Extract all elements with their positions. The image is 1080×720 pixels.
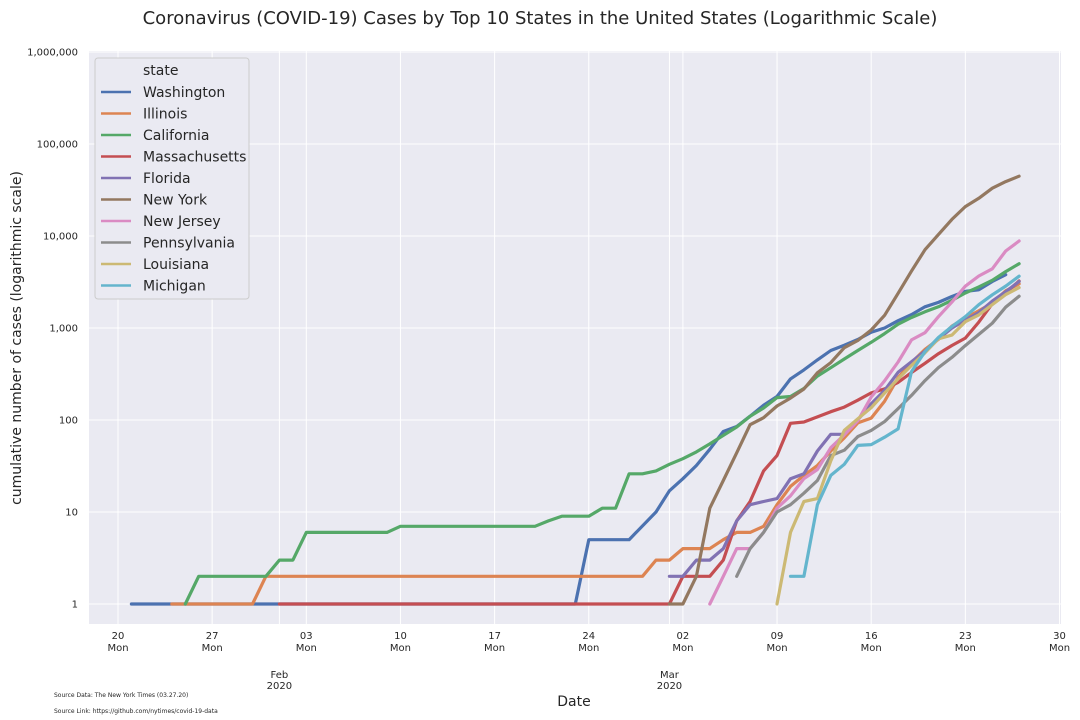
legend-label: Massachusetts: [143, 150, 246, 166]
x-tick-day: 03: [300, 631, 313, 642]
y-tick-label: 1: [72, 600, 78, 611]
series-line-pennsylvania: [735, 294, 1021, 578]
y-tick-label: 100: [59, 416, 78, 427]
legend-label: Illinois: [143, 107, 187, 123]
legend-label: Michigan: [143, 279, 206, 295]
x-tick-day: 16: [865, 631, 878, 642]
y-tick-label: 10: [65, 508, 78, 519]
series-lines: [129, 174, 1021, 606]
x-tick-weekday: Mon: [296, 643, 317, 654]
x-tick-day: 27: [206, 631, 219, 642]
x-tick-weekday: Mon: [767, 643, 788, 654]
x-axis-label: Date: [557, 694, 590, 710]
y-tick-label: 1,000: [49, 324, 78, 335]
legend-label: Louisiana: [143, 257, 209, 273]
y-axis-label: cumulative number of cases (logarithmic …: [9, 171, 25, 505]
x-tick-day: 24: [582, 631, 595, 642]
x-tick-weekday: Mon: [672, 643, 693, 654]
x-tick-day: 09: [771, 631, 784, 642]
x-major-month: Feb: [271, 670, 289, 681]
legend-box: [94, 57, 250, 300]
x-tick-day: 23: [959, 631, 972, 642]
series-line-new-york: [667, 174, 1021, 606]
legend-label: New Jersey: [143, 214, 221, 230]
source-data-note: Source Data: The New York Times (03.27.2…: [54, 692, 188, 699]
legend-label: Washington: [143, 85, 225, 101]
x-tick-weekday: Mon: [861, 643, 882, 654]
source-link-note: Source Link: https://github.com/nytimes/…: [54, 708, 218, 715]
axis-ticks: 1101001,00010,000100,0001,000,00020Mon27…: [27, 48, 1070, 693]
x-tick-weekday: Mon: [202, 643, 223, 654]
x-tick-weekday: Mon: [578, 643, 599, 654]
series-line-washington: [129, 273, 1008, 606]
legend-label: California: [143, 128, 209, 144]
legend-label: New York: [143, 193, 208, 209]
x-tick-weekday: Mon: [390, 643, 411, 654]
y-tick-label: 10,000: [43, 232, 78, 243]
x-tick-weekday: Mon: [955, 643, 976, 654]
x-major-month: Mar: [660, 670, 680, 681]
series-line-michigan: [788, 274, 1021, 578]
plot-area: [89, 51, 1061, 624]
x-tick-day: 30: [1053, 631, 1066, 642]
legend-title: state: [143, 63, 178, 79]
x-tick-weekday: Mon: [1049, 643, 1070, 654]
chart-title: Coronavirus (COVID-19) Cases by Top 10 S…: [142, 8, 938, 29]
x-tick-day: 10: [394, 631, 407, 642]
legend-label: Pennsylvania: [143, 236, 235, 252]
x-tick-day: 02: [677, 631, 690, 642]
x-major-year: 2020: [267, 681, 292, 692]
y-tick-label: 1,000,000: [27, 48, 78, 59]
series-line-massachusetts: [277, 279, 1021, 606]
legend-label: Florida: [143, 171, 191, 187]
series-line-louisiana: [775, 286, 1021, 606]
y-tick-label: 100,000: [37, 140, 78, 151]
x-major-year: 2020: [657, 681, 682, 692]
x-tick-day: 17: [488, 631, 501, 642]
x-tick-weekday: Mon: [107, 643, 128, 654]
series-line-california: [183, 262, 1021, 606]
x-tick-day: 20: [112, 631, 125, 642]
x-tick-weekday: Mon: [484, 643, 505, 654]
legend: state Washington Illinois California Massach…: [94, 57, 250, 300]
